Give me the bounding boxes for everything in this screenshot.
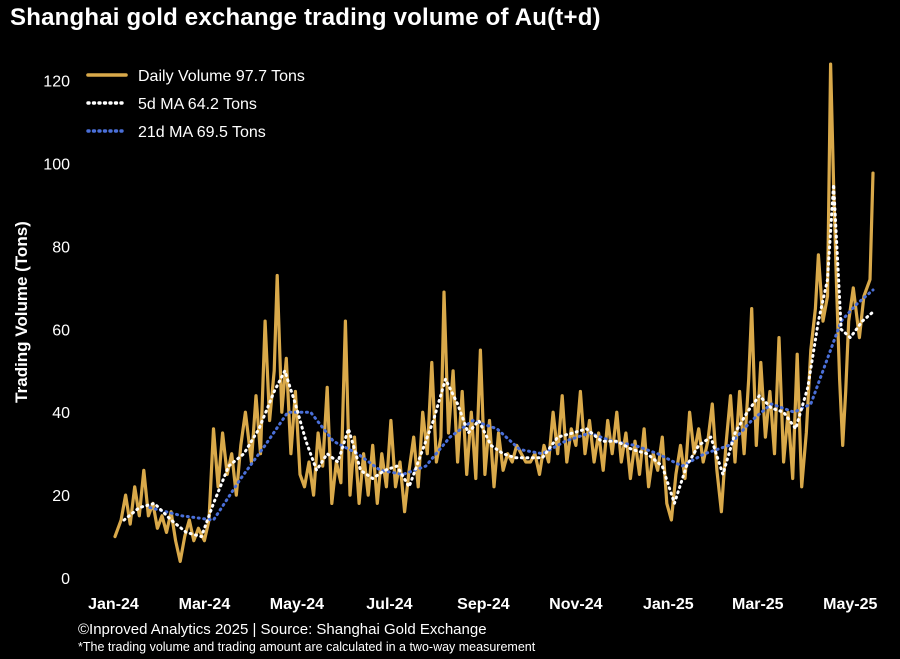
legend-entry: 5d MA 64.2 Tons xyxy=(138,96,257,113)
plot-area xyxy=(113,62,875,563)
chart-title: Shanghai gold exchange trading volume of… xyxy=(10,4,601,31)
x-tick-label: May-25 xyxy=(823,596,877,613)
y-tick-label: 80 xyxy=(52,239,70,256)
legend: Daily Volume 97.7 Tons 5d MA 64.2 Tons 21d… xyxy=(86,68,305,141)
y-tick-label: 120 xyxy=(43,74,70,91)
legend-entry: 21d MA 69.5 Tons xyxy=(138,124,266,141)
x-tick-label: Mar-24 xyxy=(179,596,231,613)
y-axis: 0 20 40 60 80 100 120 xyxy=(43,74,70,588)
y-tick-label: 40 xyxy=(52,405,70,422)
x-axis: Jan-24 Mar-24 May-24 Jul-24 Sep-24 Nov-24 Jan-… xyxy=(88,596,877,613)
x-tick-label: Jul-24 xyxy=(366,596,412,613)
x-tick-label: Sep-24 xyxy=(457,596,510,613)
x-tick-label: Mar-25 xyxy=(732,596,784,613)
y-tick-label: 60 xyxy=(52,322,70,339)
x-tick-label: Jan-25 xyxy=(643,596,694,613)
source-credit: ©Inproved Analytics 2025 | Source: Shang… xyxy=(78,621,487,638)
x-tick-label: May-24 xyxy=(270,596,324,613)
footnote: *The trading volume and trading amount a… xyxy=(78,640,536,654)
x-tick-label: Nov-24 xyxy=(549,596,602,613)
series-line xyxy=(148,288,875,522)
series-line xyxy=(122,182,875,539)
x-tick-label: Jan-24 xyxy=(88,596,139,613)
y-tick-label: 100 xyxy=(43,157,70,174)
y-tick-label: 20 xyxy=(52,488,70,505)
legend-entry: Daily Volume 97.7 Tons xyxy=(138,68,305,85)
y-tick-label: 0 xyxy=(61,571,70,588)
y-axis-label: Trading Volume (Tons) xyxy=(12,221,31,403)
line-chart: 0 20 40 60 80 100 120 Jan-24 Mar-24 May-24 Jul-24… xyxy=(12,62,877,613)
